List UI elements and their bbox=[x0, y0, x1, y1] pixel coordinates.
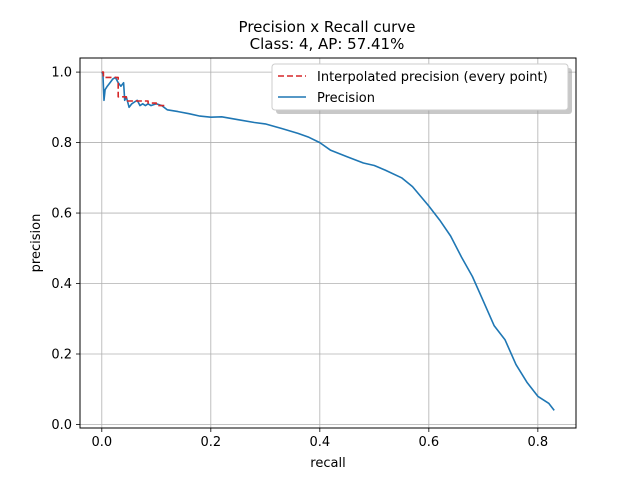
precision-line bbox=[101, 71, 555, 411]
chart-title: Precision x Recall curve bbox=[239, 18, 416, 36]
y-tick-label: 0.2 bbox=[51, 348, 72, 363]
chart-subtitle: Class: 4, AP: 57.41% bbox=[250, 35, 405, 53]
y-tick-label: 0.8 bbox=[51, 136, 72, 151]
x-tick-label: 0.0 bbox=[91, 435, 112, 450]
plot-frame bbox=[79, 57, 577, 429]
series bbox=[101, 71, 555, 411]
legend-box bbox=[271, 63, 569, 111]
y-tick-label: 1.0 bbox=[51, 66, 72, 81]
x-tick-label: 0.6 bbox=[418, 435, 439, 450]
legend-label-precision: Precision bbox=[317, 91, 375, 106]
y-axis-label: precision bbox=[29, 214, 44, 273]
y-tick-label: 0.4 bbox=[51, 277, 72, 292]
x-tick-label: 0.4 bbox=[309, 435, 330, 450]
legend-label-interpolated: Interpolated precision (every point) bbox=[317, 70, 548, 85]
y-tick-label: 0.6 bbox=[51, 207, 72, 222]
x-tick-label: 0.2 bbox=[200, 435, 221, 450]
x-tick-label: 0.8 bbox=[528, 435, 549, 450]
x-axis-label: recall bbox=[310, 456, 345, 471]
interpolated-precision-line bbox=[101, 71, 168, 107]
ticks: 0.0 0.2 0.4 0.6 0.8 0.0 0.2 0.4 0.6 0.8 1.0 bbox=[51, 66, 548, 450]
legend: Interpolated precision (every point) Pre… bbox=[271, 63, 572, 114]
y-tick-label: 0.0 bbox=[51, 418, 72, 433]
